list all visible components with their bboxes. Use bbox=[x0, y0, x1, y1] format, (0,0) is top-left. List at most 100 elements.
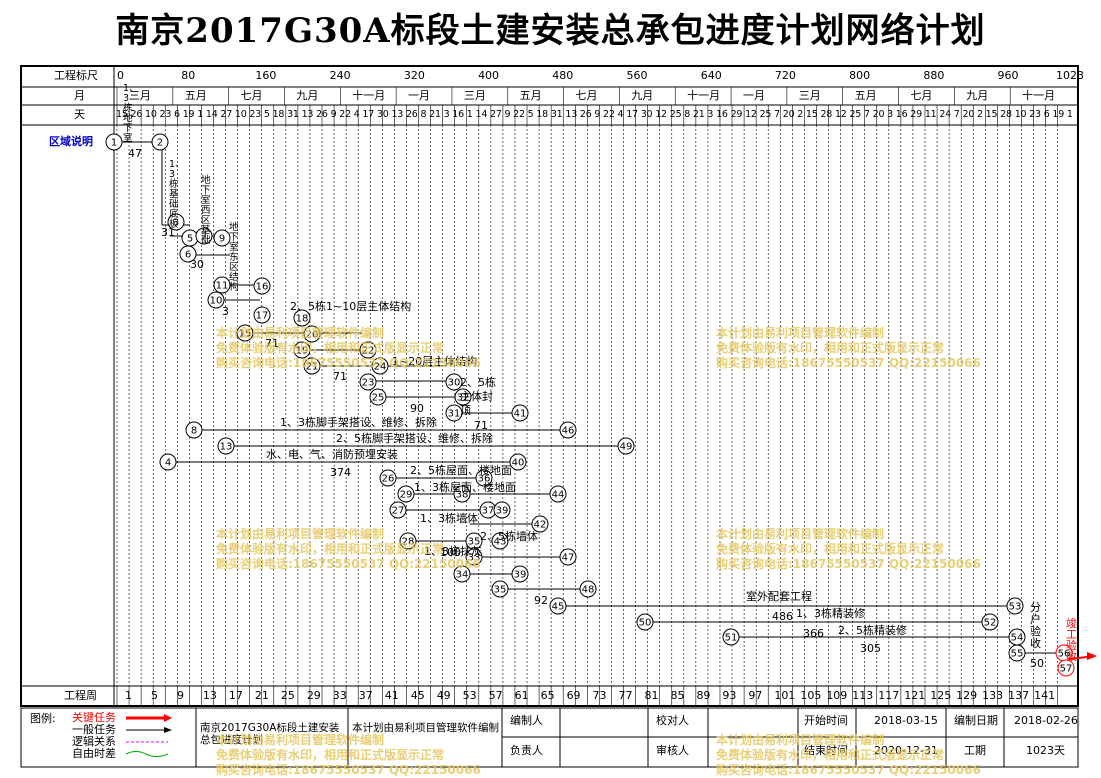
network-node: 56 bbox=[1055, 644, 1073, 662]
node-circle bbox=[636, 613, 654, 631]
network-node: 10 bbox=[207, 291, 225, 309]
network-node: 29 bbox=[397, 485, 415, 503]
scale-tick: 800 bbox=[849, 69, 871, 82]
network-node: 22 bbox=[359, 341, 377, 359]
node-label: 53 bbox=[1009, 602, 1022, 613]
node-label: 25 bbox=[372, 393, 385, 404]
node-circle bbox=[454, 388, 472, 406]
end-label: 结束时间 bbox=[804, 744, 848, 757]
week-cell: 5 bbox=[150, 689, 158, 702]
node-circle bbox=[293, 341, 311, 359]
month-cell: 十一月 bbox=[687, 89, 721, 102]
scale-tick: 240 bbox=[329, 69, 351, 82]
node-circle bbox=[213, 276, 231, 294]
network-node: 15 bbox=[236, 324, 254, 342]
duration-label: 90 bbox=[410, 402, 424, 415]
week-cell: 125 bbox=[930, 689, 952, 702]
node-circle bbox=[509, 453, 527, 471]
network-node: 35 bbox=[465, 532, 483, 550]
scale-tick: 880 bbox=[923, 69, 945, 82]
network-node: 2 bbox=[151, 133, 169, 151]
node-label: 45 bbox=[552, 602, 565, 613]
day-row: 15 26 10 23 6 19 1 14 27 10 23 5 18 31 1… bbox=[116, 109, 1076, 120]
node-label: 30 bbox=[448, 378, 461, 389]
node-circle bbox=[379, 469, 397, 487]
node-circle bbox=[105, 133, 123, 151]
network-node: 9 bbox=[213, 229, 231, 247]
duration-label: 47 bbox=[128, 147, 142, 160]
scale-tick: 480 bbox=[552, 69, 574, 82]
network-node: 40 bbox=[509, 453, 527, 471]
node-circle bbox=[491, 580, 509, 598]
month-cell: 三月 bbox=[798, 89, 821, 102]
node-label: 46 bbox=[562, 426, 575, 437]
node-circle bbox=[453, 565, 471, 583]
network-node: 23 bbox=[359, 373, 377, 391]
network-node: 53 bbox=[1006, 597, 1024, 615]
node-circle bbox=[617, 437, 635, 455]
duration-label: 31 bbox=[161, 226, 175, 239]
network-node: 19 bbox=[293, 341, 311, 359]
node-label: 51 bbox=[725, 633, 738, 644]
scale-tick: 0 bbox=[117, 69, 124, 82]
network-node: 5 bbox=[181, 229, 199, 247]
network-node: 48 bbox=[579, 580, 597, 598]
scale-tick: 560 bbox=[626, 69, 648, 82]
week-cell: 129 bbox=[956, 689, 978, 702]
network-node: 17 bbox=[253, 306, 271, 324]
network-node: 39 bbox=[511, 565, 529, 583]
network-node: 44 bbox=[549, 485, 567, 503]
node-label: 50 bbox=[639, 618, 652, 629]
day-label: 天 bbox=[74, 108, 85, 121]
node-label: 23 bbox=[362, 378, 375, 389]
month-cell: 七月 bbox=[910, 89, 933, 102]
node-label: 13 bbox=[220, 442, 233, 453]
week-cell: 53 bbox=[462, 689, 477, 702]
node-label: 10 bbox=[210, 296, 223, 307]
scale-tick: 640 bbox=[700, 69, 722, 82]
scale-tick: 400 bbox=[478, 69, 500, 82]
week-cell: 49 bbox=[436, 689, 451, 702]
node-circle bbox=[579, 580, 597, 598]
node-label: 2 bbox=[157, 138, 163, 149]
legend-normal: 一般任务 bbox=[72, 723, 116, 736]
node-circle bbox=[722, 628, 740, 646]
network-node: 24 bbox=[371, 357, 389, 375]
node-circle bbox=[491, 532, 509, 550]
network-node: 25 bbox=[369, 388, 387, 406]
node-label: 39 bbox=[496, 506, 509, 517]
node-circle bbox=[207, 291, 225, 309]
week-cell: 113 bbox=[852, 689, 874, 702]
node-label: 32 bbox=[457, 393, 470, 404]
week-cell: 133 bbox=[982, 689, 1004, 702]
task-label: 2、5栋精装修 bbox=[838, 624, 907, 637]
network-node: 13 bbox=[217, 437, 235, 455]
network-node: 46 bbox=[559, 421, 577, 439]
week-cell: 81 bbox=[644, 689, 659, 702]
end-value: 2020-12-31 bbox=[874, 744, 938, 757]
network-node: 32 bbox=[454, 388, 472, 406]
node-label: 17 bbox=[256, 311, 269, 322]
task-label: 分户验收 bbox=[1030, 601, 1041, 650]
network-node: 21 bbox=[303, 357, 321, 375]
node-circle bbox=[213, 229, 231, 247]
network-node: 41 bbox=[511, 404, 529, 422]
node-label: 41 bbox=[514, 409, 527, 420]
node-label: 54 bbox=[1011, 633, 1024, 644]
duration-label: 30 bbox=[190, 258, 204, 271]
task-label: 1、3栋基础底板 bbox=[169, 159, 185, 230]
editor-label: 编制人 bbox=[510, 714, 543, 727]
node-circle bbox=[217, 437, 235, 455]
network-node: 35 bbox=[491, 580, 509, 598]
network-node: 33 bbox=[465, 548, 483, 566]
network-node: 42 bbox=[531, 515, 549, 533]
node-circle bbox=[185, 421, 203, 439]
date-label: 编制日期 bbox=[954, 714, 998, 727]
node-label: 47 bbox=[562, 553, 575, 564]
network-node: 49 bbox=[617, 437, 635, 455]
scale-tick: 1023 bbox=[1056, 69, 1084, 82]
node-circle bbox=[559, 421, 577, 439]
network-node: 30 bbox=[445, 373, 463, 391]
task-label: 地下室西区基础 bbox=[201, 175, 211, 246]
